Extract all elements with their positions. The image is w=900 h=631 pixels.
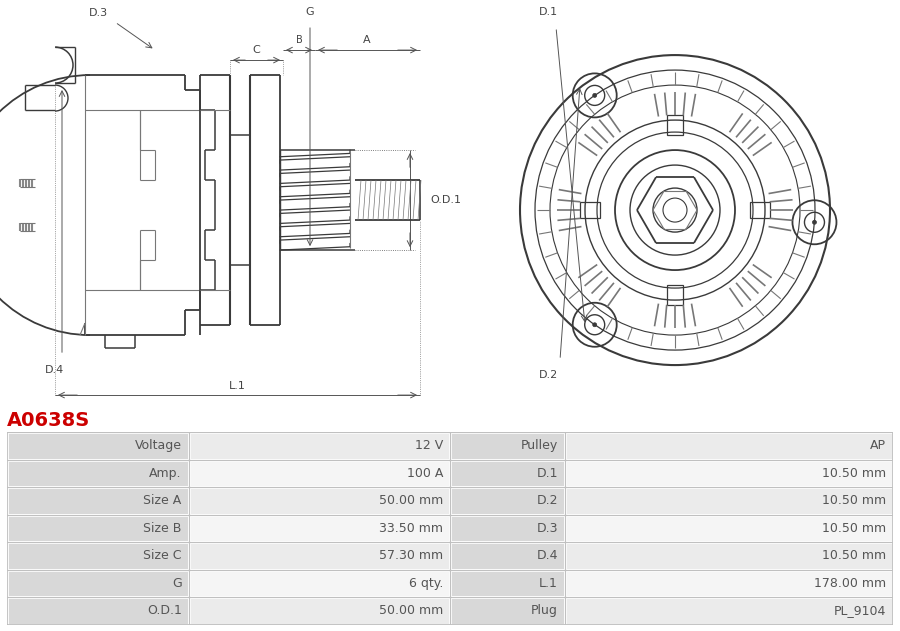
Text: 10.50 mm: 10.50 mm	[822, 495, 886, 507]
Bar	[7, 597, 189, 625]
Bar	[565, 432, 893, 460]
Bar	[7, 542, 189, 570]
Text: D.3: D.3	[536, 522, 558, 535]
Bar	[565, 460, 893, 487]
Polygon shape	[667, 115, 683, 135]
Text: 50.00 mm: 50.00 mm	[379, 495, 443, 507]
Text: Size C: Size C	[143, 550, 182, 562]
Bar	[7, 460, 189, 487]
Text: D.1: D.1	[538, 7, 558, 17]
Bar	[450, 515, 565, 542]
Text: D.1: D.1	[536, 467, 558, 480]
Bar	[7, 570, 189, 597]
Text: 57.30 mm: 57.30 mm	[379, 550, 443, 562]
Text: D.2: D.2	[538, 370, 558, 380]
Text: 100 A: 100 A	[407, 467, 443, 480]
Bar	[189, 515, 450, 542]
Text: 50.00 mm: 50.00 mm	[379, 604, 443, 618]
Bar	[189, 570, 450, 597]
Text: L.1: L.1	[229, 381, 246, 391]
Bar	[565, 542, 893, 570]
Bar	[7, 432, 189, 460]
Text: Size A: Size A	[143, 495, 182, 507]
Text: 10.50 mm: 10.50 mm	[822, 467, 886, 480]
Bar	[565, 597, 893, 625]
Text: C: C	[252, 45, 260, 55]
Text: A0638S: A0638S	[7, 411, 90, 430]
Bar	[450, 460, 565, 487]
Bar	[189, 487, 450, 515]
Text: D.2: D.2	[536, 495, 558, 507]
Bar	[565, 487, 893, 515]
Bar	[450, 570, 565, 597]
Text: Pulley: Pulley	[521, 439, 558, 452]
Bar	[189, 597, 450, 625]
Bar	[189, 460, 450, 487]
Text: D.4: D.4	[536, 550, 558, 562]
Bar	[450, 432, 565, 460]
Bar	[450, 542, 565, 570]
Circle shape	[813, 220, 816, 224]
Bar	[189, 542, 450, 570]
Bar	[7, 487, 189, 515]
Circle shape	[593, 322, 597, 327]
Bar	[565, 515, 893, 542]
Polygon shape	[750, 202, 770, 218]
Text: 6 qty.: 6 qty.	[409, 577, 443, 590]
Text: O.D.1: O.D.1	[147, 604, 182, 618]
Bar	[450, 487, 565, 515]
Bar	[565, 570, 893, 597]
Text: 178.00 mm: 178.00 mm	[814, 577, 886, 590]
Text: 33.50 mm: 33.50 mm	[379, 522, 443, 535]
Polygon shape	[667, 285, 683, 305]
Text: A: A	[364, 35, 371, 45]
Text: 12 V: 12 V	[415, 439, 443, 452]
Bar	[450, 597, 565, 625]
Text: Voltage: Voltage	[135, 439, 182, 452]
Text: D.3: D.3	[88, 8, 108, 18]
Text: D.4: D.4	[45, 365, 65, 375]
Text: Amp.: Amp.	[149, 467, 182, 480]
Text: Plug: Plug	[531, 604, 558, 618]
Circle shape	[593, 93, 597, 97]
Polygon shape	[580, 202, 600, 218]
Text: B: B	[295, 35, 302, 45]
Bar	[7, 515, 189, 542]
Text: L.1: L.1	[539, 577, 558, 590]
Bar	[189, 432, 450, 460]
Text: 10.50 mm: 10.50 mm	[822, 522, 886, 535]
Text: O.D.1: O.D.1	[430, 195, 461, 205]
Text: G: G	[172, 577, 182, 590]
Text: AP: AP	[869, 439, 886, 452]
Text: PL_9104: PL_9104	[833, 604, 886, 618]
Text: 10.50 mm: 10.50 mm	[822, 550, 886, 562]
Text: Size B: Size B	[143, 522, 182, 535]
Text: G: G	[306, 7, 314, 17]
